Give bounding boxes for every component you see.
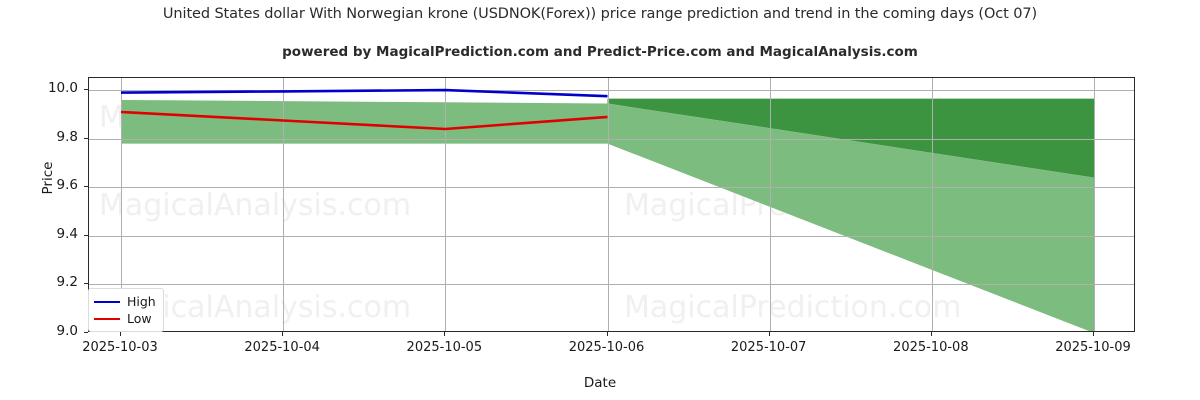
y-axis-tick-label: 9.0 — [56, 323, 78, 339]
y-axis-tick-mark — [84, 283, 88, 284]
gridline-vertical — [1094, 78, 1095, 331]
gridline-horizontal — [89, 187, 1134, 188]
x-axis-tick-label: 2025-10-03 — [82, 340, 158, 355]
chart-subtitle: powered by MagicalPrediction.com and Pre… — [282, 44, 918, 60]
y-axis-tick-label: 10.0 — [47, 80, 78, 97]
series-line-layer — [120, 88, 608, 131]
y-axis-tick-label: 9.6 — [56, 177, 78, 194]
x-axis-tick-mark — [444, 332, 445, 336]
gridline-horizontal — [89, 90, 1134, 91]
x-axis-tick-label: 2025-10-05 — [406, 340, 483, 355]
band-layer — [121, 98, 1094, 331]
x-axis-title: Date — [583, 375, 617, 391]
y-axis-tick-mark — [84, 332, 88, 333]
y-axis-tick-mark — [84, 186, 88, 187]
plot-area: MagicalAnalysis.comMagicalPrediction.com… — [88, 77, 1135, 332]
gridline-vertical — [445, 78, 446, 331]
y-axis-tick-label: 9.4 — [56, 225, 78, 242]
legend-swatch-high-icon — [94, 300, 120, 303]
series-line-low — [120, 110, 608, 131]
x-axis-tick-label: 2025-10-09 — [1055, 340, 1131, 355]
gridline-vertical — [121, 78, 122, 331]
prediction-band-light — [607, 103, 1094, 331]
x-axis-tick-mark — [120, 332, 121, 336]
legend-swatch-low-icon — [94, 317, 120, 320]
y-axis-tick-mark — [84, 89, 88, 90]
chart-title: United States dollar With Norwegian kron… — [162, 6, 1038, 22]
historical-range-band — [121, 99, 608, 144]
x-axis-tick-label: 2025-10-08 — [893, 340, 969, 355]
y-axis-tick-label: 9.8 — [56, 128, 78, 145]
chart-legend[interactable]: High Low — [88, 288, 164, 332]
gridline-horizontal — [89, 139, 1134, 140]
gridline-horizontal — [89, 236, 1134, 237]
legend-label-high: High — [127, 294, 156, 309]
gridline-vertical — [770, 78, 771, 331]
prediction-band-dark — [607, 98, 1094, 178]
gridline-vertical — [932, 78, 933, 331]
x-axis-tick-label: 2025-10-04 — [244, 340, 320, 355]
gridline-vertical — [283, 78, 284, 331]
x-axis-tick-label: 2025-10-07 — [730, 340, 807, 355]
x-axis-tick-mark — [769, 332, 770, 336]
x-axis-tick-mark — [607, 332, 608, 336]
legend-item-low[interactable]: Low — [94, 310, 158, 327]
gridline-vertical — [608, 78, 609, 331]
gridline-horizontal — [89, 284, 1134, 285]
x-axis-tick-mark — [1093, 332, 1094, 336]
x-axis-tick-label: 2025-10-06 — [568, 340, 645, 355]
y-axis-tick-label: 9.2 — [56, 274, 78, 291]
y-axis-tick-mark — [84, 138, 88, 139]
y-axis-tick-mark — [84, 235, 88, 236]
x-axis-tick-mark — [931, 332, 932, 336]
series-line-high — [120, 88, 608, 98]
legend-item-high[interactable]: High — [94, 293, 158, 310]
x-axis-tick-mark — [282, 332, 283, 336]
legend-label-low: Low — [127, 311, 152, 326]
